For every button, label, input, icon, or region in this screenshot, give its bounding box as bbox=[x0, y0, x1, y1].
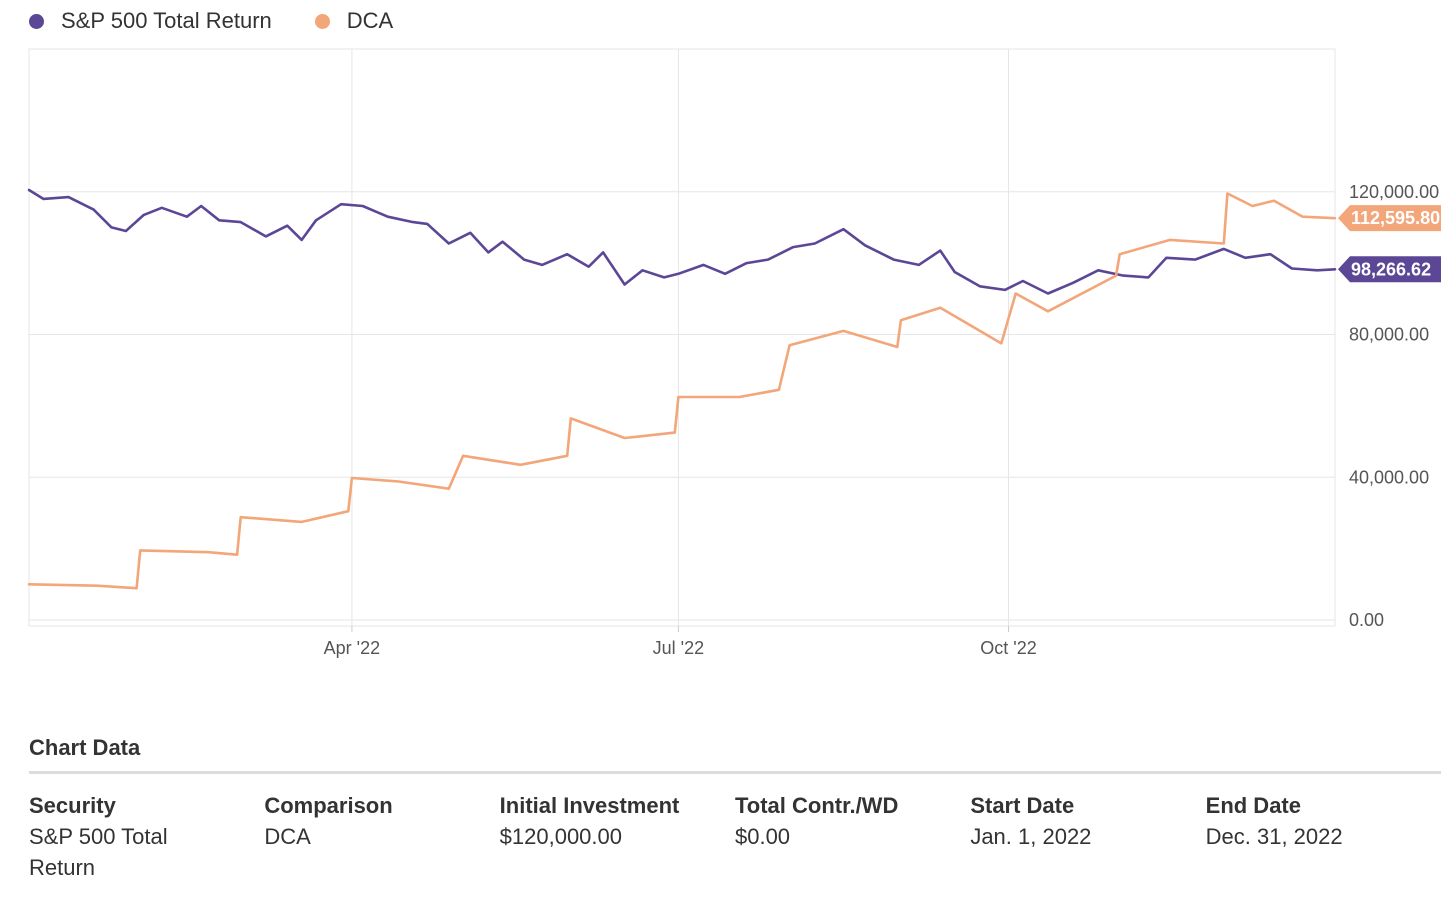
chart-legend: S&P 500 Total Return DCA bbox=[29, 6, 436, 36]
table-header-initial-investment: Initial Investment bbox=[499, 793, 680, 818]
last-value-label-sp500: 98,266.62 bbox=[1351, 259, 1431, 279]
table-column-end-date: End Date Dec. 31, 2022 bbox=[1206, 790, 1441, 883]
x-tick-label: Jul '22 bbox=[653, 638, 704, 658]
legend-dot-icon bbox=[314, 13, 330, 29]
y-tick-label: 120,000.00 bbox=[1349, 182, 1439, 202]
line-chart: 0.00 40,000.00 80,000.00 120,000.00 Apr '22 J… bbox=[27, 48, 1441, 658]
table-column-initial-investment: Initial Investment $120,000.00 bbox=[500, 790, 735, 883]
y-tick-label: 80,000.00 bbox=[1349, 325, 1429, 345]
legend-item-sp500[interactable]: S&P 500 Total Return bbox=[29, 8, 272, 34]
legend-item-dca[interactable]: DCA bbox=[314, 8, 394, 34]
table-header-end-date: End Date bbox=[1205, 793, 1301, 818]
last-value-flag-dca bbox=[1338, 205, 1441, 232]
y-tick-label: 0.00 bbox=[1349, 610, 1384, 630]
section-divider bbox=[29, 771, 1441, 774]
table-header-comparison: Comparison bbox=[264, 793, 393, 818]
table-header-security: Security bbox=[29, 793, 116, 818]
legend-label-sp500: S&P 500 Total Return bbox=[61, 8, 272, 33]
series-line-dca bbox=[27, 192, 1337, 590]
x-tick-label: Apr '22 bbox=[324, 638, 380, 658]
table-column-comparison: Comparison DCA bbox=[264, 790, 499, 883]
table-header-start-date: Start Date bbox=[970, 793, 1075, 818]
legend-dot-icon bbox=[29, 13, 44, 29]
series-line-sp500 bbox=[27, 188, 1337, 295]
y-tick-label: 40,000.00 bbox=[1349, 467, 1429, 487]
table-value-total-contr: $0.00 bbox=[734, 824, 791, 849]
table-value-comparison: DCA bbox=[264, 824, 311, 849]
table-column-start-date: Start Date Jan. 1, 2022 bbox=[970, 790, 1205, 883]
plot-area bbox=[28, 48, 1336, 627]
table-value-security: S&P 500 Total Return bbox=[29, 824, 168, 880]
legend-label-dca: DCA bbox=[346, 8, 394, 33]
chart-data-table: Security S&P 500 Total Return Comparison… bbox=[29, 790, 1441, 883]
table-value-end-date: Dec. 31, 2022 bbox=[1205, 824, 1343, 849]
table-value-start-date: Jan. 1, 2022 bbox=[970, 824, 1092, 849]
x-tick-label: Oct '22 bbox=[980, 638, 1036, 658]
table-column-security: Security S&P 500 Total Return bbox=[29, 790, 264, 883]
last-value-label-dca: 112,595.80 bbox=[1351, 208, 1440, 228]
table-column-total-contr: Total Contr./WD $0.00 bbox=[735, 790, 970, 883]
chart-data-heading: Chart Data bbox=[29, 735, 141, 760]
table-value-initial-investment: $120,000.00 bbox=[499, 824, 622, 849]
table-header-total-contr: Total Contr./WD bbox=[734, 793, 899, 818]
last-value-flag-sp500 bbox=[1338, 256, 1441, 283]
